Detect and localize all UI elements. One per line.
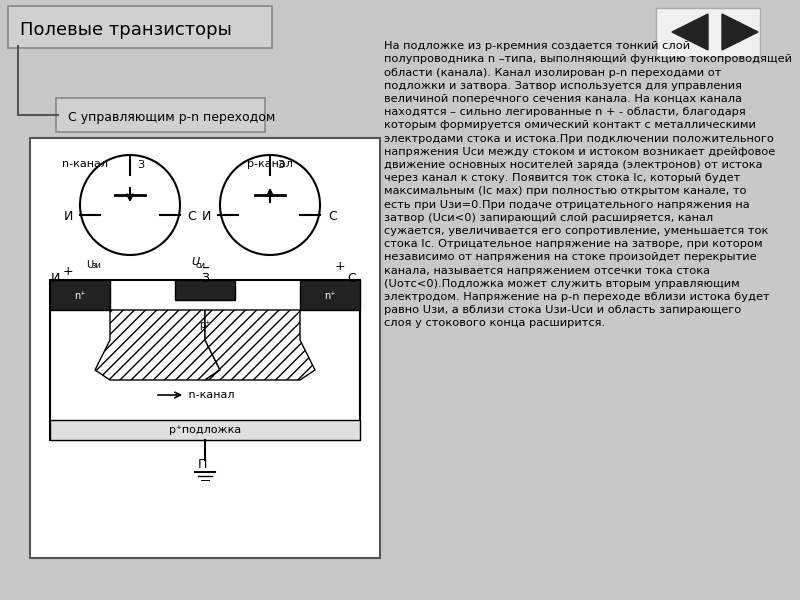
Text: З: З (137, 160, 144, 170)
Text: n⁺: n⁺ (324, 291, 336, 301)
Text: n-канал: n-канал (185, 390, 234, 400)
Text: З: З (277, 160, 284, 170)
FancyBboxPatch shape (56, 98, 265, 132)
Text: С: С (329, 210, 338, 223)
Polygon shape (670, 15, 700, 45)
Text: n-канал: n-канал (62, 159, 108, 169)
Bar (50, 280, 110, 310)
Text: зи: зи (91, 261, 101, 270)
Text: U: U (191, 257, 199, 267)
Bar (50, 420, 360, 440)
Text: И: И (63, 210, 73, 223)
Text: И: И (202, 210, 210, 223)
Polygon shape (672, 14, 708, 50)
Text: З: З (201, 272, 209, 285)
Bar (50, 280, 360, 440)
Text: П: П (198, 458, 206, 471)
Text: И: И (50, 272, 60, 285)
Polygon shape (720, 15, 750, 45)
Text: p⁺: p⁺ (199, 320, 210, 330)
Text: С: С (188, 210, 196, 223)
FancyBboxPatch shape (656, 8, 760, 57)
Text: На подложке из p-кремния создается тонкий слой
полупроводника n –типа, выполняющ: На подложке из p-кремния создается тонки… (384, 41, 792, 328)
Text: Полевые транзисторы: Полевые транзисторы (20, 21, 232, 39)
Text: U: U (86, 260, 94, 270)
Bar (300, 280, 360, 310)
PathPatch shape (205, 310, 315, 380)
Polygon shape (722, 14, 758, 50)
Text: С: С (348, 272, 356, 285)
Bar (175, 280, 235, 300)
FancyBboxPatch shape (8, 6, 272, 48)
Text: +: + (62, 265, 74, 278)
Text: С управляющим p-n переходом: С управляющим p-n переходом (68, 110, 275, 124)
Text: р-канал: р-канал (247, 159, 293, 169)
Text: –: – (201, 260, 209, 275)
Text: р⁺подложка: р⁺подложка (169, 425, 241, 435)
Text: +: + (334, 260, 346, 273)
FancyBboxPatch shape (30, 138, 380, 558)
PathPatch shape (95, 310, 220, 380)
Text: си: си (196, 261, 206, 270)
Text: n⁺: n⁺ (74, 291, 86, 301)
